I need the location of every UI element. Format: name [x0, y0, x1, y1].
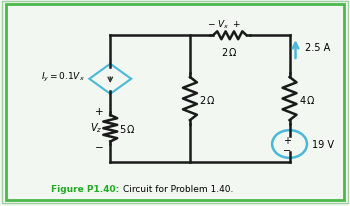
- Text: $5\,\Omega$: $5\,\Omega$: [119, 123, 136, 135]
- Text: $2\,\Omega$: $2\,\Omega$: [199, 93, 216, 105]
- Text: +: +: [95, 107, 104, 117]
- Text: +: +: [283, 135, 291, 145]
- Text: Circuit for Problem 1.40.: Circuit for Problem 1.40.: [123, 184, 233, 193]
- Text: $2\,\Omega$: $2\,\Omega$: [222, 46, 238, 58]
- Text: $-$: $-$: [94, 140, 104, 150]
- Text: $4\,\Omega$: $4\,\Omega$: [299, 93, 315, 105]
- Text: 2.5 A: 2.5 A: [306, 43, 331, 53]
- Text: $V_z$: $V_z$: [90, 121, 103, 134]
- Text: $-\ V_x\ +$: $-\ V_x\ +$: [207, 19, 241, 31]
- Text: $I_y = 0.1V_x$: $I_y = 0.1V_x$: [41, 71, 85, 84]
- Text: 19 V: 19 V: [312, 139, 334, 149]
- Text: Figure P1.40:: Figure P1.40:: [51, 184, 123, 193]
- Text: $-$: $-$: [282, 143, 292, 153]
